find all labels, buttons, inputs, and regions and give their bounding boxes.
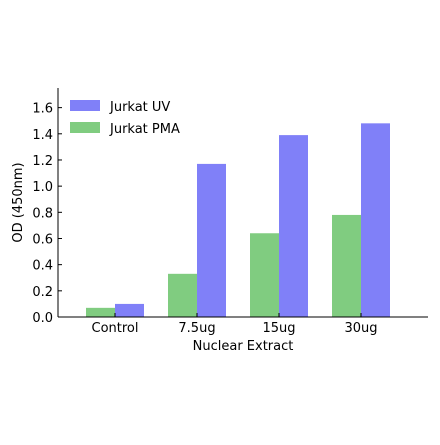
x-axis-label: Nuclear Extract: [193, 339, 294, 354]
y-tick-label: 0.8: [32, 206, 53, 221]
y-axis-label: OD (450nm): [11, 162, 26, 242]
bar-jurkat-uv-15ug: [279, 135, 308, 317]
bar-jurkat-uv-7.5ug: [197, 163, 226, 317]
bar-jurkat-uv-30ug: [361, 123, 390, 318]
y-tick-label: 0.0: [32, 311, 53, 326]
y-tick-label: 1.0: [32, 180, 53, 195]
y-tick-label: 0.4: [32, 259, 53, 274]
legend-swatch: [70, 122, 100, 133]
bar-jurkat-pma-7.5ug: [168, 273, 197, 317]
y-tick-label: 1.6: [32, 102, 53, 117]
bar-jurkat-uv-control: [115, 303, 144, 317]
x-tick-label: 7.5ug: [178, 321, 215, 336]
bar-jurkat-pma-15ug: [250, 233, 279, 317]
bar-jurkat-pma-control: [86, 307, 115, 317]
axes: 0.0 0.2 0.4 0.6 0.8 1.0 1.2 1.4 1.6 Control 7.5ug 1…: [32, 88, 428, 336]
legend-label: Jurkat PMA: [109, 122, 180, 137]
legend: Jurkat UV Jurkat PMA: [70, 100, 180, 137]
plot-area: [86, 123, 390, 318]
legend-label: Jurkat UV: [109, 100, 170, 115]
x-tick-label: 15ug: [262, 321, 295, 336]
bar-jurkat-pma-30ug: [332, 214, 361, 317]
legend-swatch: [70, 100, 100, 111]
x-tick-label: 30ug: [344, 321, 377, 336]
y-tick-label: 0.2: [32, 285, 53, 300]
y-tick-label: 0.6: [32, 232, 53, 247]
x-tick-label: Control: [92, 321, 139, 336]
y-tick-label: 1.4: [32, 128, 53, 143]
y-tick-label: 1.2: [32, 154, 53, 169]
